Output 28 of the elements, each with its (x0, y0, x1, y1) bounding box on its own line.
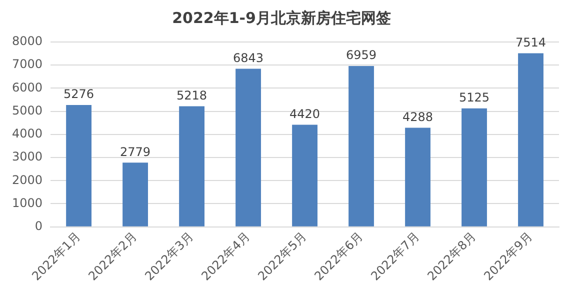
bar (518, 53, 544, 226)
data-label: 2779 (120, 144, 151, 159)
bar (348, 66, 374, 226)
y-tick-label: 3000 (12, 150, 43, 164)
data-label: 5125 (458, 90, 490, 105)
data-label: 5276 (64, 87, 94, 102)
bar (122, 162, 148, 226)
y-tick-label: 6000 (12, 80, 43, 94)
bar (179, 106, 204, 226)
bar (292, 124, 318, 226)
y-tick-label: 2000 (12, 172, 43, 187)
y-tick-label: 7000 (12, 57, 43, 72)
bar (462, 108, 487, 226)
data-label: 6959 (346, 48, 377, 62)
data-label: 4420 (289, 106, 320, 121)
data-label: 6843 (233, 50, 264, 65)
y-tick-label: 8000 (12, 34, 43, 48)
chart-title: 2022年1-9月北京新房住宅网签 (172, 8, 391, 27)
y-tick-label: 5000 (12, 103, 43, 118)
bar (66, 104, 92, 226)
data-label: 5218 (176, 88, 208, 102)
y-tick-label: 1000 (12, 196, 43, 210)
data-label: 7514 (515, 35, 546, 50)
y-tick-label: 4000 (12, 126, 43, 141)
bar (236, 68, 261, 226)
y-tick-label: 0 (34, 218, 43, 233)
bar (405, 128, 430, 226)
data-label: 4288 (402, 110, 434, 124)
